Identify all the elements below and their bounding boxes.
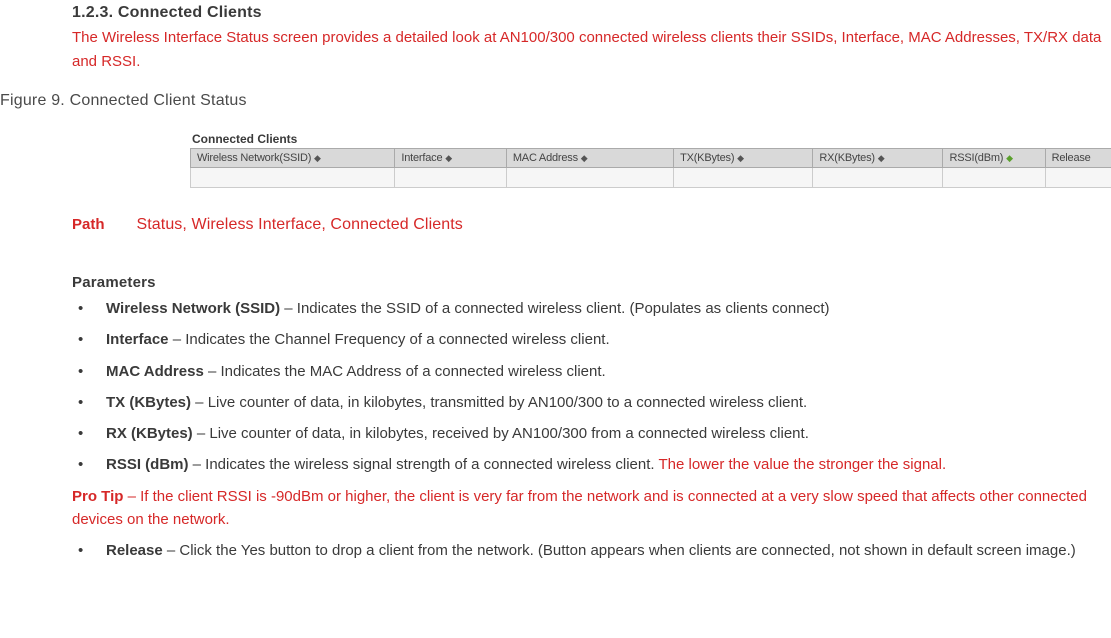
list-item: RX (KBytes) – Live counter of data, in k… bbox=[72, 422, 1111, 445]
param-label: MAC Address bbox=[106, 363, 204, 380]
list-item: Interface – Indicates the Channel Freque… bbox=[72, 328, 1111, 351]
parameters-list-after: Release – Click the Yes button to drop a… bbox=[72, 539, 1111, 562]
path-value: Status, Wireless Interface, Connected Cl… bbox=[136, 216, 462, 233]
pro-tip: Pro Tip – If the client RSSI is -90dBm o… bbox=[72, 485, 1111, 532]
param-label: Wireless Network (SSID) bbox=[106, 300, 280, 317]
figure-caption: Figure 9. Connected Client Status bbox=[0, 92, 1111, 110]
path-label: Path bbox=[72, 216, 132, 233]
list-item: TX (KBytes) – Live counter of data, in k… bbox=[72, 391, 1111, 414]
param-label: Release bbox=[106, 542, 163, 559]
param-label: RX (KBytes) bbox=[106, 425, 193, 442]
table-header-row: Wireless Network(SSID) ◆ Interface ◆ MAC… bbox=[191, 149, 1111, 168]
path-row: Path Status, Wireless Interface, Connect… bbox=[72, 216, 1111, 234]
col-ssid[interactable]: Wireless Network(SSID) ◆ bbox=[191, 149, 395, 168]
table-row bbox=[191, 168, 1111, 188]
param-desc: – Live counter of data, in kilobytes, re… bbox=[193, 425, 809, 442]
sort-icon: ◆ bbox=[737, 153, 744, 163]
sort-icon: ◆ bbox=[445, 153, 452, 163]
param-label: TX (KBytes) bbox=[106, 394, 191, 411]
col-tx[interactable]: TX(KBytes) ◆ bbox=[674, 149, 813, 168]
pro-tip-label: Pro Tip bbox=[72, 488, 123, 505]
param-desc: – Live counter of data, in kilobytes, tr… bbox=[191, 394, 807, 411]
col-mac[interactable]: MAC Address ◆ bbox=[506, 149, 673, 168]
param-desc: – Indicates the wireless signal strength… bbox=[189, 456, 659, 473]
col-interface[interactable]: Interface ◆ bbox=[395, 149, 506, 168]
list-item: Release – Click the Yes button to drop a… bbox=[72, 539, 1111, 562]
param-desc: – Indicates the SSID of a connected wire… bbox=[280, 300, 829, 317]
embedded-screenshot: Connected Clients Wireless Network(SSID)… bbox=[190, 132, 1111, 188]
col-release: Release bbox=[1045, 149, 1111, 168]
intro-text: The Wireless Interface Status screen pro… bbox=[72, 26, 1111, 74]
sort-icon: ◆ bbox=[878, 153, 885, 163]
section-heading: 1.2.3. Connected Clients bbox=[72, 4, 1111, 22]
connected-clients-table: Wireless Network(SSID) ◆ Interface ◆ MAC… bbox=[190, 148, 1111, 188]
list-item: MAC Address – Indicates the MAC Address … bbox=[72, 360, 1111, 383]
panel-label: Connected Clients bbox=[190, 132, 1111, 146]
col-rssi[interactable]: RSSI(dBm) ◆ bbox=[943, 149, 1045, 168]
param-desc: – Click the Yes button to drop a client … bbox=[163, 542, 1076, 559]
param-label: RSSI (dBm) bbox=[106, 456, 189, 473]
param-note-red: The lower the value the stronger the sig… bbox=[658, 456, 946, 473]
sort-icon: ◆ bbox=[581, 153, 588, 163]
list-item: RSSI (dBm) – Indicates the wireless sign… bbox=[72, 453, 1111, 476]
col-rx[interactable]: RX(KBytes) ◆ bbox=[813, 149, 943, 168]
param-label: Interface bbox=[106, 331, 169, 348]
parameters-heading: Parameters bbox=[72, 274, 1111, 291]
param-desc: – Indicates the MAC Address of a connect… bbox=[204, 363, 606, 380]
list-item: Wireless Network (SSID) – Indicates the … bbox=[72, 297, 1111, 320]
parameters-list: Wireless Network (SSID) – Indicates the … bbox=[72, 297, 1111, 477]
sort-icon: ◆ bbox=[1006, 153, 1013, 163]
sort-icon: ◆ bbox=[314, 153, 321, 163]
param-desc: – Indicates the Channel Frequency of a c… bbox=[169, 331, 610, 348]
pro-tip-text: – If the client RSSI is -90dBm or higher… bbox=[72, 488, 1087, 528]
